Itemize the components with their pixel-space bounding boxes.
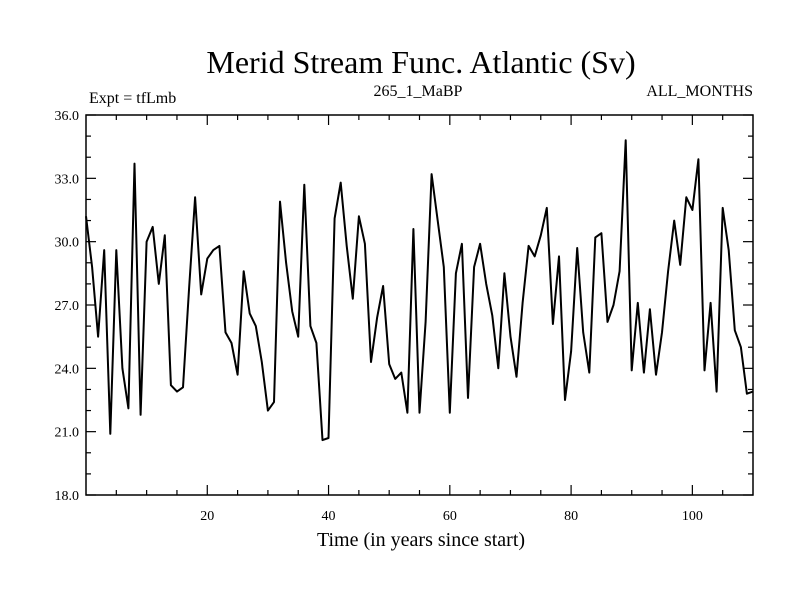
x-tick-label: 40 xyxy=(322,509,336,524)
y-tick-label: 24.0 xyxy=(55,362,80,377)
x-tick-label: 100 xyxy=(682,509,703,524)
series-line xyxy=(85,139,754,442)
experiment-label: Expt = tfLmb xyxy=(89,90,176,107)
x-tick-label: 60 xyxy=(443,509,457,524)
x-tick-label: 80 xyxy=(564,509,578,524)
x-tick-label: 20 xyxy=(200,509,214,524)
y-tick-label: 33.0 xyxy=(55,172,80,187)
chart-title: Merid Stream Func. Atlantic (Sv) xyxy=(206,44,635,80)
y-tick-label: 30.0 xyxy=(55,236,80,251)
y-tick-label: 36.0 xyxy=(55,109,80,124)
ticks-layer: 20 40 60 80 100 18.0 21.0 24.0 27.0 30.0 33.0 36.0 xyxy=(55,109,753,524)
y-tick-label: 27.0 xyxy=(55,299,80,314)
y-tick-label: 18.0 xyxy=(55,489,80,504)
x-axis-label: Time (in years since start) xyxy=(317,529,525,551)
y-tick-label: 21.0 xyxy=(55,426,80,441)
months-label: ALL_MONTHS xyxy=(646,83,753,100)
plot-frame xyxy=(85,114,754,496)
run-label: 265_1_MaBP xyxy=(374,83,463,100)
